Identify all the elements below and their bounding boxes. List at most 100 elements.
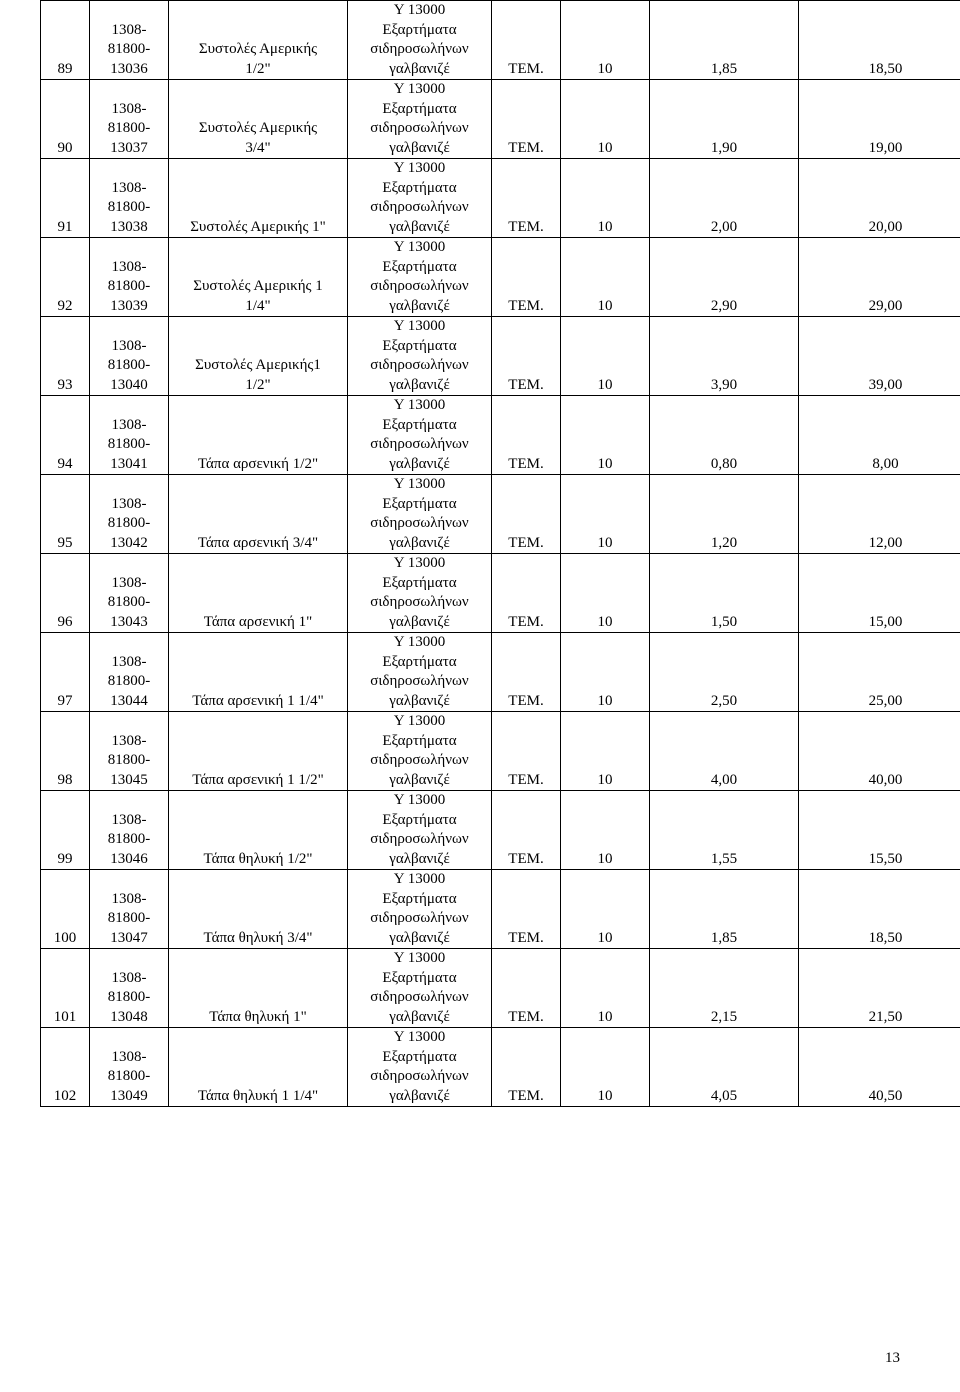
cell-unit: TEM.: [492, 159, 561, 238]
cell-desc: Τάπα αρσενική 1 1/4": [169, 633, 348, 712]
cell-unit: TEM.: [492, 80, 561, 159]
cell-code: 1308-81800-13049: [90, 1028, 169, 1107]
cell-code: 1308-81800-13037: [90, 80, 169, 159]
cell-qty: 10: [561, 317, 650, 396]
cell-price: 3,90: [650, 317, 799, 396]
cell-code: 1308-81800-13036: [90, 1, 169, 80]
cell-total: 15,00: [799, 554, 960, 633]
cell-total: 29,00: [799, 238, 960, 317]
cell-price: 1,85: [650, 870, 799, 949]
cell-num: 100: [41, 870, 90, 949]
cell-category: Υ 13000Εξαρτήματασιδηροσωλήνωνγαλβανιζέ: [348, 870, 492, 949]
cell-num: 89: [41, 1, 90, 80]
cell-total: 15,50: [799, 791, 960, 870]
table-row: 931308-81800-13040Συστολές Αμερικής11/2"…: [41, 317, 960, 396]
cell-num: 101: [41, 949, 90, 1028]
cell-desc: Συστολές Αμερικής11/2": [169, 317, 348, 396]
cell-unit: TEM.: [492, 633, 561, 712]
cell-qty: 10: [561, 396, 650, 475]
cell-price: 1,55: [650, 791, 799, 870]
cell-price: 1,90: [650, 80, 799, 159]
cell-price: 1,20: [650, 475, 799, 554]
cell-price: 1,50: [650, 554, 799, 633]
cell-qty: 10: [561, 633, 650, 712]
cell-price: 2,00: [650, 159, 799, 238]
cell-price: 4,05: [650, 1028, 799, 1107]
cell-num: 96: [41, 554, 90, 633]
cell-category: Υ 13000Εξαρτήματασιδηροσωλήνωνγαλβανιζέ: [348, 396, 492, 475]
cell-category: Υ 13000Εξαρτήματασιδηροσωλήνωνγαλβανιζέ: [348, 1, 492, 80]
cell-category: Υ 13000Εξαρτήματασιδηροσωλήνωνγαλβανιζέ: [348, 159, 492, 238]
cell-price: 2,15: [650, 949, 799, 1028]
cell-price: 2,50: [650, 633, 799, 712]
cell-num: 97: [41, 633, 90, 712]
cell-total: 19,00: [799, 80, 960, 159]
cell-qty: 10: [561, 238, 650, 317]
cell-total: 18,50: [799, 870, 960, 949]
cell-code: 1308-81800-13038: [90, 159, 169, 238]
cell-desc: Τάπα θηλυκή 1/2": [169, 791, 348, 870]
page-number: 13: [885, 1350, 900, 1367]
cell-category: Υ 13000Εξαρτήματασιδηροσωλήνωνγαλβανιζέ: [348, 1028, 492, 1107]
cell-desc: Τάπα θηλυκή 1 1/4": [169, 1028, 348, 1107]
table-row: 891308-81800-13036Συστολές Αμερικής1/2"Υ…: [41, 1, 960, 80]
cell-unit: TEM.: [492, 475, 561, 554]
cell-code: 1308-81800-13045: [90, 712, 169, 791]
cell-desc: Συστολές Αμερικής3/4": [169, 80, 348, 159]
table-row: 901308-81800-13037Συστολές Αμερικής3/4"Υ…: [41, 80, 960, 159]
cell-category: Υ 13000Εξαρτήματασιδηροσωλήνωνγαλβανιζέ: [348, 475, 492, 554]
table-row: 911308-81800-13038Συστολές Αμερικής 1"Υ …: [41, 159, 960, 238]
cell-code: 1308-81800-13041: [90, 396, 169, 475]
cell-code: 1308-81800-13044: [90, 633, 169, 712]
cell-unit: TEM.: [492, 712, 561, 791]
cell-unit: TEM.: [492, 949, 561, 1028]
cell-desc: Τάπα αρσενική 1/2": [169, 396, 348, 475]
cell-price: 1,85: [650, 1, 799, 80]
cell-code: 1308-81800-13043: [90, 554, 169, 633]
cell-num: 94: [41, 396, 90, 475]
cell-total: 12,00: [799, 475, 960, 554]
cell-unit: TEM.: [492, 1, 561, 80]
cell-code: 1308-81800-13046: [90, 791, 169, 870]
cell-total: 39,00: [799, 317, 960, 396]
cell-price: 4,00: [650, 712, 799, 791]
cell-category: Υ 13000Εξαρτήματασιδηροσωλήνωνγαλβανιζέ: [348, 80, 492, 159]
cell-qty: 10: [561, 712, 650, 791]
cell-total: 8,00: [799, 396, 960, 475]
cell-qty: 10: [561, 791, 650, 870]
table-row: 981308-81800-13045Τάπα αρσενική 1 1/2"Υ …: [41, 712, 960, 791]
cell-desc: Συστολές Αμερικής 1": [169, 159, 348, 238]
cell-unit: TEM.: [492, 870, 561, 949]
cell-total: 40,00: [799, 712, 960, 791]
data-table: 891308-81800-13036Συστολές Αμερικής1/2"Υ…: [40, 0, 960, 1107]
cell-code: 1308-81800-13047: [90, 870, 169, 949]
cell-unit: TEM.: [492, 1028, 561, 1107]
cell-code: 1308-81800-13042: [90, 475, 169, 554]
cell-category: Υ 13000Εξαρτήματασιδηροσωλήνωνγαλβανιζέ: [348, 317, 492, 396]
cell-num: 93: [41, 317, 90, 396]
table-row: 1001308-81800-13047Τάπα θηλυκή 3/4"Υ 130…: [41, 870, 960, 949]
cell-num: 102: [41, 1028, 90, 1107]
cell-desc: Συστολές Αμερικής1/2": [169, 1, 348, 80]
cell-qty: 10: [561, 475, 650, 554]
cell-price: 0,80: [650, 396, 799, 475]
table-row: 961308-81800-13043Τάπα αρσενική 1"Υ 1300…: [41, 554, 960, 633]
cell-num: 98: [41, 712, 90, 791]
cell-category: Υ 13000Εξαρτήματασιδηροσωλήνωνγαλβανιζέ: [348, 238, 492, 317]
cell-num: 90: [41, 80, 90, 159]
cell-category: Υ 13000Εξαρτήματασιδηροσωλήνωνγαλβανιζέ: [348, 633, 492, 712]
table-row: 941308-81800-13041Τάπα αρσενική 1/2"Υ 13…: [41, 396, 960, 475]
cell-desc: Τάπα αρσενική 1 1/2": [169, 712, 348, 791]
cell-num: 92: [41, 238, 90, 317]
table-row: 991308-81800-13046Τάπα θηλυκή 1/2"Υ 1300…: [41, 791, 960, 870]
cell-total: 18,50: [799, 1, 960, 80]
cell-total: 21,50: [799, 949, 960, 1028]
cell-unit: TEM.: [492, 791, 561, 870]
table-row: 1011308-81800-13048Τάπα θηλυκή 1"Υ 13000…: [41, 949, 960, 1028]
cell-num: 91: [41, 159, 90, 238]
cell-qty: 10: [561, 80, 650, 159]
cell-qty: 10: [561, 1, 650, 80]
cell-unit: TEM.: [492, 317, 561, 396]
cell-unit: TEM.: [492, 554, 561, 633]
cell-code: 1308-81800-13048: [90, 949, 169, 1028]
